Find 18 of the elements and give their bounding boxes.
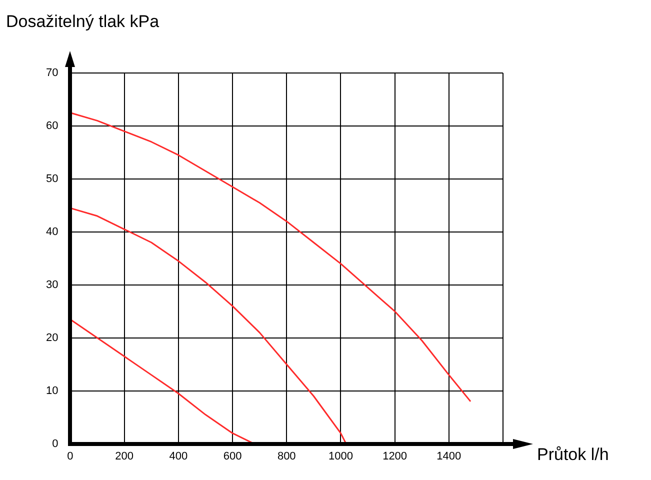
y-tick-label: 30 [46, 278, 58, 291]
y-axis-title: Dosažitelný tlak kPa [6, 12, 160, 32]
y-tick-label: 60 [46, 120, 58, 132]
x-axis-title: Průtok l/h [537, 444, 609, 465]
x-tick-label: 800 [277, 450, 296, 462]
y-tick-label: 70 [46, 67, 58, 80]
x-tick-label: 1200 [382, 450, 408, 462]
y-tick-label: 50 [46, 172, 58, 185]
x-tick-label: 0 [67, 450, 74, 462]
y-tick-label: 0 [52, 438, 58, 450]
x-tick-label: 200 [115, 450, 134, 462]
y-tick-label: 20 [46, 332, 58, 344]
x-tick-label: 400 [169, 450, 188, 462]
x-tick-label: 1400 [436, 450, 462, 462]
y-tick-label: 10 [46, 384, 58, 397]
x-tick-label: 600 [223, 450, 242, 462]
x-tick-label: 1000 [328, 450, 353, 462]
y-tick-label: 40 [46, 226, 58, 238]
